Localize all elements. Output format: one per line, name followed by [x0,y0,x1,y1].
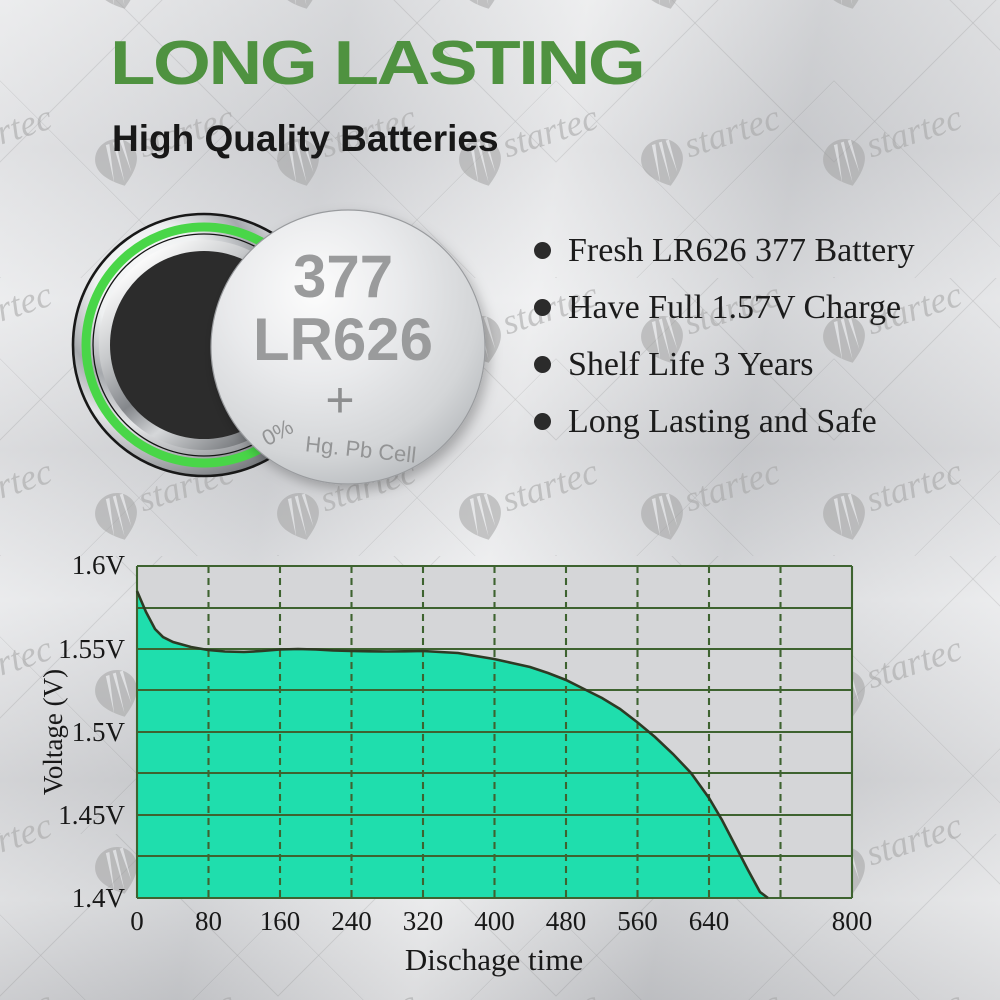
svg-text:1.6V: 1.6V [72,550,126,580]
svg-text:480: 480 [546,906,587,936]
svg-text:640: 640 [689,906,730,936]
svg-text:1.55V: 1.55V [58,634,125,664]
svg-text:1.45V: 1.45V [58,800,125,830]
svg-text:377: 377 [293,243,393,310]
svg-text:+: + [325,372,354,428]
svg-text:80: 80 [195,906,222,936]
svg-text:1.4V: 1.4V [72,883,126,913]
svg-text:800: 800 [832,906,873,936]
svg-text:560: 560 [617,906,658,936]
svg-text:1.5V: 1.5V [72,717,126,747]
svg-text:Voltage (V): Voltage (V) [38,669,68,795]
svg-text:240: 240 [331,906,372,936]
svg-text:LR626: LR626 [253,306,433,373]
svg-text:0: 0 [130,906,144,936]
svg-text:400: 400 [474,906,515,936]
svg-text:Dischage time: Dischage time [405,942,583,977]
svg-text:160: 160 [260,906,301,936]
svg-text:320: 320 [403,906,444,936]
